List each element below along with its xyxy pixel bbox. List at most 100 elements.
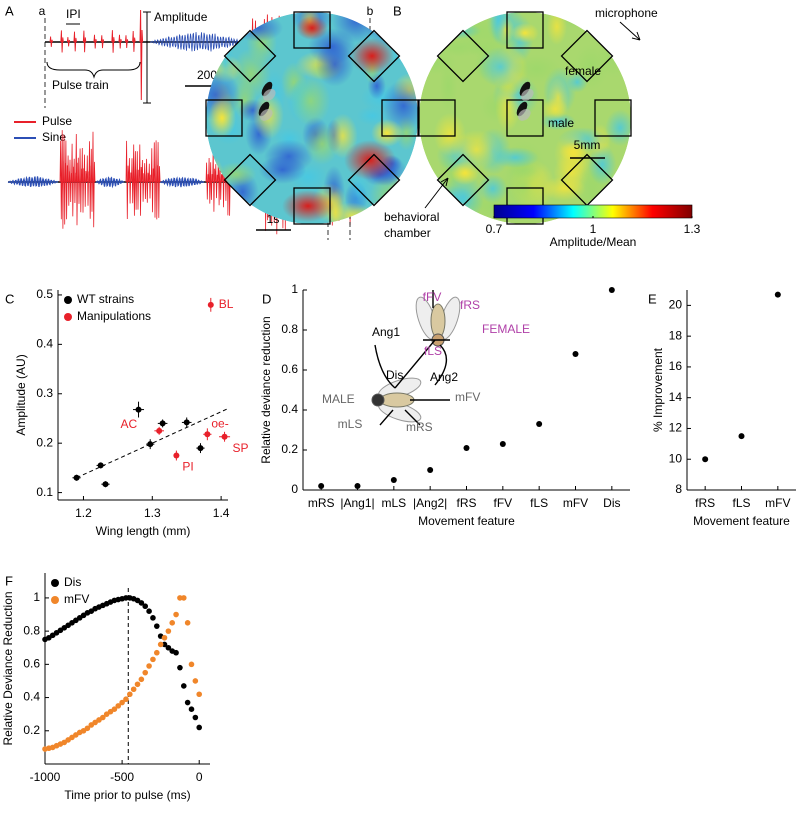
- pulse-trace: [139, 9, 144, 101]
- data-point: [123, 595, 129, 601]
- y-tick-label: 16: [669, 359, 683, 373]
- y-axis-label: Relative deviance reduction: [259, 316, 273, 463]
- arrows: [374, 290, 450, 426]
- legend-label: mFV: [64, 592, 89, 606]
- heat-blob: [290, 75, 331, 126]
- heat-blob: [512, 54, 561, 84]
- y-axis-label: Amplitude (AU): [14, 354, 28, 435]
- data-point: [138, 600, 145, 606]
- data-point: [115, 703, 122, 709]
- data-point: [146, 663, 152, 669]
- data-point: [100, 714, 106, 721]
- data-point: [169, 620, 176, 626]
- x-tick-label: |Ang1|: [340, 496, 374, 510]
- y-tick-label: 0.2: [23, 723, 40, 737]
- annotation: microphone: [595, 6, 658, 20]
- y-tick-label: 0: [291, 482, 298, 496]
- data-point: [173, 452, 180, 459]
- data-point: [536, 421, 543, 427]
- x-tick-label: Dis: [603, 496, 620, 510]
- annotation: chamber: [384, 226, 431, 240]
- y-tick-label: 0.4: [23, 690, 40, 704]
- x-tick-label: 1.3: [144, 506, 161, 520]
- microphone-square: [436, 153, 490, 207]
- pulse-trace: [125, 140, 161, 220]
- x-axis-label: Movement feature: [693, 514, 790, 528]
- data-point: [184, 620, 191, 626]
- data-point: [142, 669, 149, 676]
- heat-blob: [296, 16, 328, 40]
- diagram-label: fLS: [424, 344, 442, 358]
- fly-drawing: [371, 377, 422, 423]
- x-tick-label: 1.2: [75, 506, 92, 520]
- data-point: [156, 427, 163, 434]
- legend-marker: [64, 313, 72, 321]
- legend-marker: [51, 579, 59, 587]
- data-point: [188, 661, 195, 668]
- x-tick-label: 0: [196, 770, 203, 784]
- data-point: [184, 699, 191, 706]
- point-label: PI: [182, 460, 193, 474]
- y-tick-label: 0.5: [36, 287, 53, 301]
- microphone-square: [418, 99, 456, 137]
- data-point: [196, 691, 203, 698]
- heat-blob: [381, 79, 418, 132]
- point-label: AC: [121, 417, 138, 431]
- diagram-label: mLS: [338, 417, 363, 431]
- legend-marker: [51, 596, 59, 604]
- y-tick-label: 20: [669, 298, 683, 312]
- heat-blob: [511, 23, 539, 43]
- y-tick-label: 1: [33, 590, 40, 604]
- diagram-label: fRS: [460, 298, 480, 312]
- microphone-square: [560, 29, 614, 83]
- colorbar-tick-label: 1.3: [684, 222, 701, 236]
- x-tick-label: |Ang2|: [413, 496, 447, 510]
- data-point: [318, 483, 325, 489]
- data-point: [161, 641, 168, 648]
- y-tick-label: 8: [675, 482, 682, 496]
- heat-blob: [541, 176, 586, 201]
- x-tick-label: fRS: [456, 496, 476, 510]
- microphone-square: [347, 29, 401, 83]
- y-axis-label: Relative Deviance Reduction: [1, 591, 15, 745]
- sine-trace: [7, 175, 58, 188]
- heat-blob: [491, 147, 539, 169]
- data-point: [180, 595, 187, 601]
- brace: [46, 61, 141, 79]
- data-point: [134, 681, 141, 688]
- microphone-square: [293, 187, 331, 225]
- point-label: oe-: [211, 416, 228, 430]
- data-point: [153, 623, 160, 629]
- colorbar-tick-label: 1: [590, 222, 597, 236]
- data-point: [123, 696, 129, 703]
- data-point: [111, 706, 118, 712]
- panel-letter: C: [5, 291, 14, 306]
- scale-label: 5mm: [574, 138, 601, 152]
- data-point: [173, 611, 179, 618]
- data-point: [150, 615, 156, 621]
- heat-blob: [489, 12, 508, 43]
- data-point: [97, 462, 104, 469]
- data-point: [608, 287, 615, 293]
- heat-blob: [605, 109, 631, 147]
- x-tick-label: fFV: [493, 496, 512, 510]
- panel-letter: E: [648, 291, 657, 306]
- pulse-trace: [49, 30, 136, 53]
- point-label: BL: [219, 297, 234, 311]
- x-tick-label: mLS: [381, 496, 406, 510]
- legend-label: Pulse: [42, 114, 72, 128]
- x-tick-label: mFV: [563, 496, 588, 510]
- sine-trace: [95, 176, 125, 189]
- annotation: behavioral: [384, 210, 439, 224]
- data-point: [102, 481, 109, 488]
- microphone-square: [506, 11, 544, 49]
- y-tick-label: 18: [669, 328, 683, 342]
- x-tick-label: fLS: [732, 496, 750, 510]
- y-tick-label: 0.6: [23, 657, 40, 671]
- fly-wing: [518, 108, 531, 121]
- fly-icon: [516, 101, 528, 117]
- y-tick-label: 0.1: [36, 485, 53, 499]
- data-point: [146, 608, 152, 614]
- data-point: [177, 595, 183, 601]
